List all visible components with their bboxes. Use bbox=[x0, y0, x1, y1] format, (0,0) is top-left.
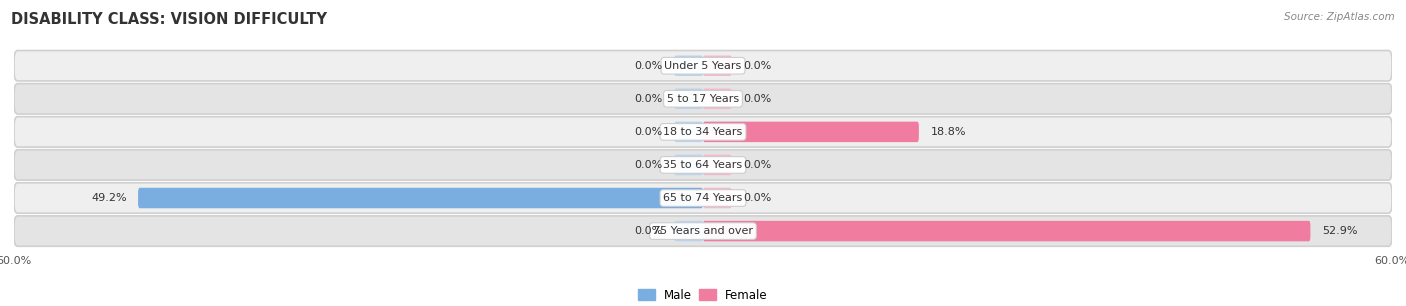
FancyBboxPatch shape bbox=[675, 121, 703, 142]
Text: Source: ZipAtlas.com: Source: ZipAtlas.com bbox=[1284, 12, 1395, 22]
Text: 0.0%: 0.0% bbox=[634, 127, 662, 137]
Text: 52.9%: 52.9% bbox=[1322, 226, 1357, 236]
Text: 0.0%: 0.0% bbox=[634, 61, 662, 71]
Text: 0.0%: 0.0% bbox=[744, 160, 772, 170]
FancyBboxPatch shape bbox=[14, 84, 1392, 114]
FancyBboxPatch shape bbox=[14, 117, 1392, 147]
Text: DISABILITY CLASS: VISION DIFFICULTY: DISABILITY CLASS: VISION DIFFICULTY bbox=[11, 12, 328, 27]
FancyBboxPatch shape bbox=[703, 155, 731, 175]
FancyBboxPatch shape bbox=[675, 88, 703, 109]
Text: 18.8%: 18.8% bbox=[931, 127, 966, 137]
Text: 0.0%: 0.0% bbox=[744, 94, 772, 104]
FancyBboxPatch shape bbox=[14, 183, 1392, 213]
Text: 75 Years and over: 75 Years and over bbox=[652, 226, 754, 236]
Text: 18 to 34 Years: 18 to 34 Years bbox=[664, 127, 742, 137]
Text: Under 5 Years: Under 5 Years bbox=[665, 61, 741, 71]
Text: 35 to 64 Years: 35 to 64 Years bbox=[664, 160, 742, 170]
Text: 5 to 17 Years: 5 to 17 Years bbox=[666, 94, 740, 104]
Text: 0.0%: 0.0% bbox=[744, 193, 772, 203]
FancyBboxPatch shape bbox=[703, 88, 731, 109]
FancyBboxPatch shape bbox=[675, 221, 703, 241]
Text: 0.0%: 0.0% bbox=[634, 226, 662, 236]
Text: 49.2%: 49.2% bbox=[91, 193, 127, 203]
FancyBboxPatch shape bbox=[675, 155, 703, 175]
Text: 65 to 74 Years: 65 to 74 Years bbox=[664, 193, 742, 203]
FancyBboxPatch shape bbox=[14, 50, 1392, 81]
Text: 0.0%: 0.0% bbox=[634, 160, 662, 170]
FancyBboxPatch shape bbox=[14, 216, 1392, 246]
FancyBboxPatch shape bbox=[703, 188, 731, 208]
FancyBboxPatch shape bbox=[14, 150, 1392, 180]
FancyBboxPatch shape bbox=[675, 55, 703, 76]
FancyBboxPatch shape bbox=[138, 188, 703, 208]
FancyBboxPatch shape bbox=[703, 55, 731, 76]
FancyBboxPatch shape bbox=[703, 221, 1310, 241]
Text: 0.0%: 0.0% bbox=[634, 94, 662, 104]
Legend: Male, Female: Male, Female bbox=[634, 284, 772, 306]
Text: 0.0%: 0.0% bbox=[744, 61, 772, 71]
FancyBboxPatch shape bbox=[703, 121, 920, 142]
